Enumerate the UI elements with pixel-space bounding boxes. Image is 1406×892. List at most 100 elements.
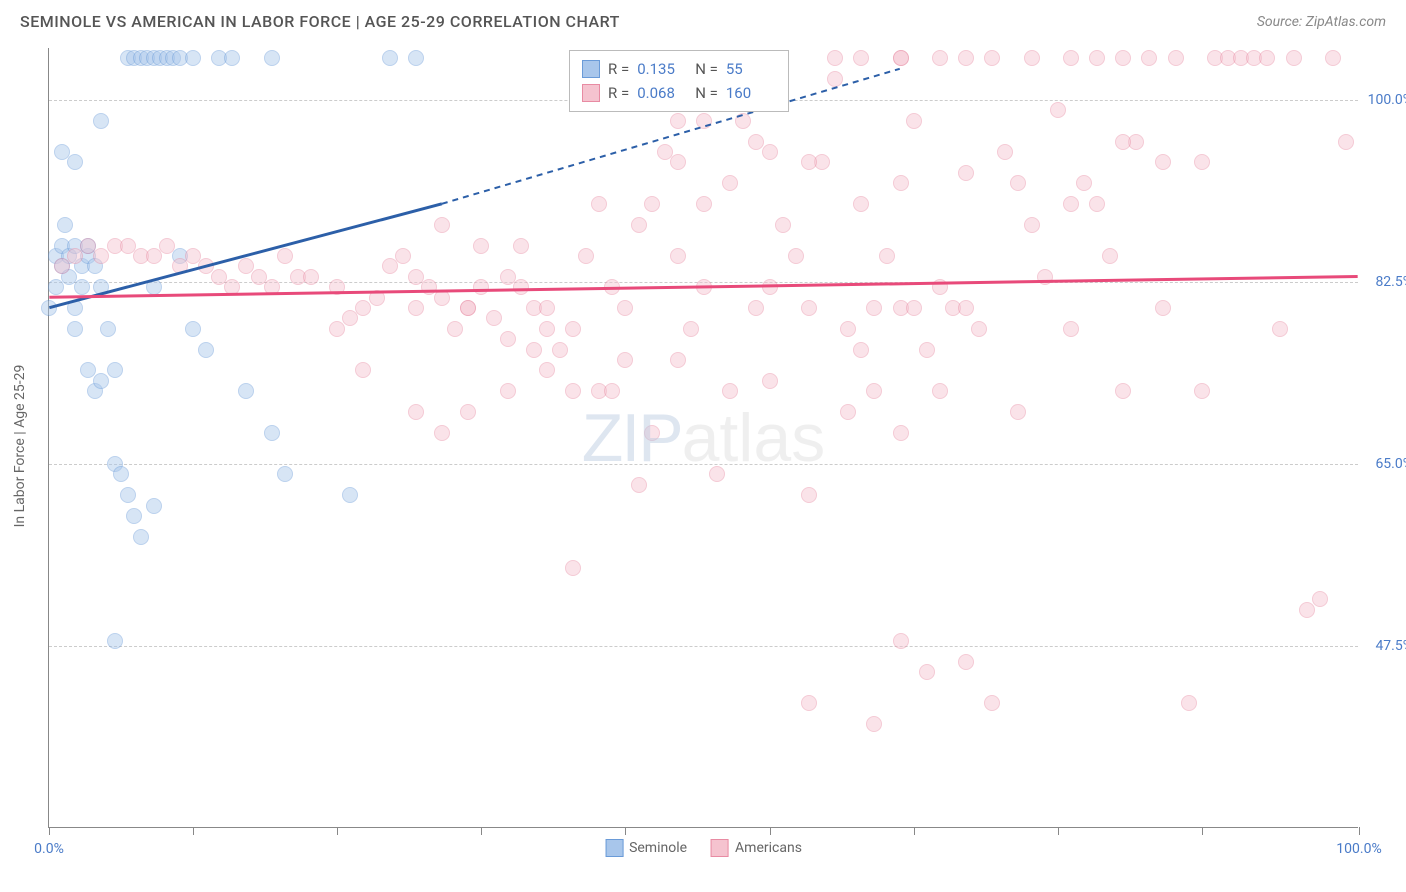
legend-r-value: 0.068 <box>637 81 687 105</box>
y-tick-label: 65.0% <box>1375 456 1406 472</box>
data-point <box>500 331 516 347</box>
data-point <box>827 50 843 66</box>
data-point <box>120 487 136 503</box>
data-point <box>748 300 764 316</box>
legend-r-label: R = <box>608 81 629 105</box>
data-point <box>565 560 581 576</box>
data-point <box>696 279 712 295</box>
data-point <box>277 248 293 264</box>
legend-row: R =0.135N =55 <box>582 57 776 81</box>
data-point <box>93 373 109 389</box>
data-point <box>670 113 686 129</box>
data-point <box>853 50 869 66</box>
chart-title: SEMINOLE VS AMERICAN IN LABOR FORCE | AG… <box>20 12 620 31</box>
data-point <box>1076 175 1092 191</box>
data-point <box>893 50 909 66</box>
data-point <box>1312 591 1328 607</box>
data-point <box>1102 248 1118 264</box>
data-point <box>113 466 129 482</box>
data-point <box>526 342 542 358</box>
data-point <box>1024 50 1040 66</box>
data-point <box>41 300 57 316</box>
gridline <box>49 464 1358 465</box>
x-tick <box>1058 827 1059 835</box>
data-point <box>434 217 450 233</box>
data-point <box>617 300 633 316</box>
data-point <box>67 300 83 316</box>
x-tick <box>914 827 915 835</box>
data-point <box>604 383 620 399</box>
data-point <box>172 258 188 274</box>
data-point <box>827 71 843 87</box>
data-point <box>801 300 817 316</box>
data-point <box>1010 404 1026 420</box>
data-point <box>1063 50 1079 66</box>
data-point <box>762 144 778 160</box>
data-point <box>57 217 73 233</box>
data-point <box>919 664 935 680</box>
data-point <box>788 248 804 264</box>
data-point <box>460 300 476 316</box>
data-point <box>617 352 633 368</box>
data-point <box>434 290 450 306</box>
legend-swatch <box>582 60 600 78</box>
data-point <box>159 238 175 254</box>
data-point <box>866 300 882 316</box>
data-point <box>801 154 817 170</box>
data-point <box>631 217 647 233</box>
data-point <box>801 487 817 503</box>
data-point <box>382 50 398 66</box>
data-point <box>264 425 280 441</box>
legend-swatch <box>582 84 600 102</box>
data-point <box>722 383 738 399</box>
data-point <box>67 248 83 264</box>
data-point <box>958 300 974 316</box>
data-point <box>670 154 686 170</box>
data-point <box>670 248 686 264</box>
data-point <box>1286 50 1302 66</box>
data-point <box>1063 321 1079 337</box>
data-point <box>185 321 201 337</box>
y-tick-label: 100.0% <box>1368 92 1406 108</box>
data-point <box>893 633 909 649</box>
data-point <box>696 196 712 212</box>
data-point <box>133 529 149 545</box>
legend-n-label: N = <box>695 57 718 81</box>
data-point <box>342 310 358 326</box>
data-point <box>126 508 142 524</box>
data-point <box>100 321 116 337</box>
data-point <box>264 279 280 295</box>
data-point <box>146 498 162 514</box>
data-point <box>277 466 293 482</box>
data-point <box>1141 50 1157 66</box>
data-point <box>1325 50 1341 66</box>
y-tick-label: 47.5% <box>1375 638 1406 654</box>
data-point <box>329 279 345 295</box>
data-point <box>395 248 411 264</box>
data-point <box>408 300 424 316</box>
data-point <box>1063 196 1079 212</box>
data-point <box>591 196 607 212</box>
data-point <box>1115 134 1131 150</box>
data-point <box>447 321 463 337</box>
data-point <box>355 362 371 378</box>
data-point <box>473 279 489 295</box>
scatter-chart: ZIPatlas R =0.135N =55R =0.068N =160 Sem… <box>48 48 1358 828</box>
data-point <box>578 248 594 264</box>
data-point <box>460 404 476 420</box>
data-point <box>984 50 1000 66</box>
data-point <box>906 300 922 316</box>
x-tick <box>49 827 50 835</box>
data-point <box>1010 175 1026 191</box>
data-point <box>919 342 935 358</box>
data-point <box>958 654 974 670</box>
data-point <box>1338 134 1354 150</box>
data-point <box>1168 50 1184 66</box>
legend-r-label: R = <box>608 57 629 81</box>
x-tick <box>1202 827 1203 835</box>
data-point <box>722 175 738 191</box>
data-point <box>74 279 90 295</box>
data-point <box>762 373 778 389</box>
data-point <box>1115 383 1131 399</box>
data-point <box>539 362 555 378</box>
